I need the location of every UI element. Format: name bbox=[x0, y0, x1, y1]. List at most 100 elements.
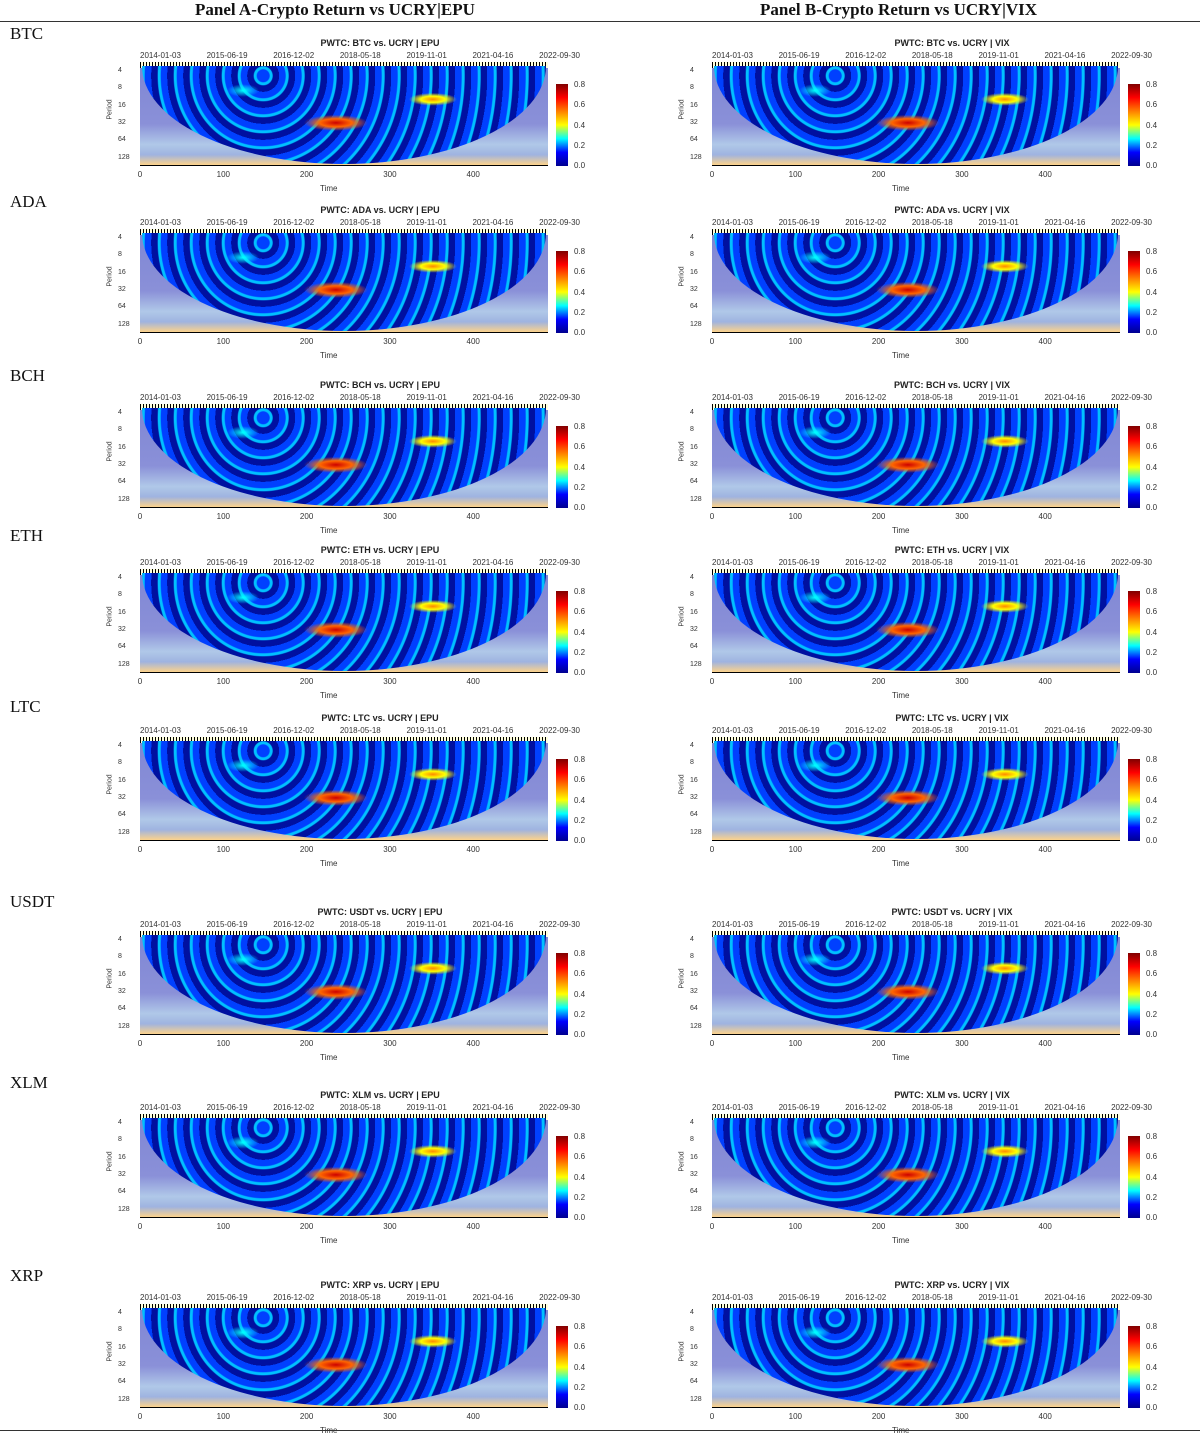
colorbar-tick: 0.6 bbox=[574, 1152, 586, 1162]
time-tick: 300 bbox=[383, 337, 397, 346]
x-label: Time bbox=[892, 859, 910, 868]
date-tick: 2022-09-30 bbox=[1111, 1293, 1152, 1302]
period-tick: 32 bbox=[690, 988, 698, 996]
y-label: Period bbox=[678, 968, 686, 989]
colorbar-ticks: 0.0 0.2 0.4 0.6 0.8 bbox=[1146, 1322, 1157, 1412]
colorbar-ticks: 0.0 0.2 0.4 0.6 0.8 bbox=[1146, 587, 1157, 677]
colorbar-tick: 0.8 bbox=[574, 422, 586, 431]
period-tick: 8 bbox=[118, 84, 122, 92]
period-tick: 64 bbox=[118, 1188, 126, 1196]
colorbar-tick: 0.6 bbox=[574, 1342, 586, 1352]
rug-marks bbox=[140, 1304, 548, 1310]
date-axis: 2014-01-03 2015-06-19 2016-12-02 2018-05-18… bbox=[712, 558, 1152, 567]
colorbar-tick: 0.4 bbox=[1146, 795, 1158, 805]
period-tick: 32 bbox=[690, 1361, 698, 1369]
colorbar-tick: 0.4 bbox=[1146, 120, 1158, 130]
x-label: Time bbox=[892, 691, 910, 700]
date-tick: 2015-06-19 bbox=[778, 51, 820, 60]
pwtc-plot-a: PWTC: ADA vs. UCRY | EPU 2014-01-03 2015-… bbox=[107, 205, 620, 365]
colorbar-tick: 0.4 bbox=[1146, 462, 1158, 472]
plot-title: PWTC: ADA vs. UCRY | EPU bbox=[320, 205, 440, 215]
period-tick: 128 bbox=[690, 828, 702, 836]
x-label: Time bbox=[320, 351, 338, 360]
period-tick: 64 bbox=[118, 1005, 126, 1013]
time-tick: 300 bbox=[383, 1412, 397, 1421]
colorbar-tick: 0.0 bbox=[1146, 836, 1158, 845]
time-tick: 100 bbox=[788, 337, 802, 346]
date-tick: 2014-01-03 bbox=[712, 920, 753, 929]
date-tick: 2014-01-03 bbox=[140, 920, 181, 929]
date-tick: 2022-09-30 bbox=[539, 558, 580, 567]
pwtc-plot-a: PWTC: ETH vs. UCRY | EPU 2014-01-03 2015-… bbox=[107, 545, 620, 705]
x-label: Time bbox=[892, 526, 910, 535]
date-tick: 2019-11-01 bbox=[978, 218, 1019, 227]
colorbar-tick: 0.4 bbox=[574, 795, 586, 805]
colorbar-tick: 0.2 bbox=[574, 140, 586, 150]
period-axis: 4 8 16 32 64 128 bbox=[118, 1114, 130, 1218]
rug-marks bbox=[140, 1114, 548, 1120]
colorbar-ticks: 0.0 0.2 0.4 0.6 0.8 bbox=[574, 1322, 585, 1412]
period-tick: 32 bbox=[118, 626, 126, 634]
colorbar bbox=[1128, 1326, 1140, 1408]
period-tick: 8 bbox=[690, 84, 694, 92]
period-tick: 128 bbox=[118, 495, 130, 503]
cone-of-influence bbox=[714, 1118, 1118, 1216]
date-tick: 2016-12-02 bbox=[845, 393, 887, 402]
colorbar-tick: 0.8 bbox=[1146, 1322, 1158, 1331]
time-tick: 0 bbox=[137, 1222, 143, 1231]
date-tick: 2014-01-03 bbox=[712, 218, 753, 227]
period-tick: 32 bbox=[118, 119, 126, 127]
colorbar-tick: 0.6 bbox=[1146, 1342, 1158, 1352]
bottom-rule bbox=[0, 1430, 1200, 1431]
period-tick: 16 bbox=[118, 1153, 126, 1161]
plot-title: PWTC: BTC vs. UCRY | VIX bbox=[894, 38, 1010, 48]
period-tick: 16 bbox=[690, 1153, 698, 1161]
time-tick: 400 bbox=[466, 1039, 480, 1048]
date-tick: 2014-01-03 bbox=[140, 51, 181, 60]
colorbar-tick: 0.2 bbox=[574, 1009, 586, 1019]
colorbar-tick: 0.2 bbox=[1146, 1382, 1158, 1392]
date-tick: 2016-12-02 bbox=[845, 1103, 887, 1112]
cone-of-influence bbox=[714, 233, 1118, 331]
date-tick: 2021-04-16 bbox=[1044, 558, 1086, 567]
date-tick: 2014-01-03 bbox=[712, 393, 753, 402]
period-axis: 4 8 16 32 64 128 bbox=[690, 229, 702, 333]
row-label-usdt: USDT bbox=[10, 892, 55, 911]
period-tick: 32 bbox=[690, 626, 698, 634]
colorbar-ticks: 0.0 0.2 0.4 0.6 0.8 bbox=[574, 755, 585, 845]
period-tick: 32 bbox=[690, 794, 698, 802]
colorbar-tick: 0.8 bbox=[1146, 587, 1158, 596]
colorbar-tick: 0.4 bbox=[574, 287, 586, 297]
period-tick: 128 bbox=[690, 153, 702, 161]
date-tick: 2015-06-19 bbox=[778, 558, 820, 567]
period-tick: 64 bbox=[690, 303, 698, 311]
colorbar bbox=[1128, 953, 1140, 1035]
date-tick: 2022-09-30 bbox=[539, 393, 580, 402]
heatmap-area bbox=[140, 1114, 548, 1218]
time-tick: 300 bbox=[955, 845, 969, 854]
colorbar-tick: 0.6 bbox=[574, 442, 586, 452]
y-label: Period bbox=[678, 266, 686, 287]
time-tick: 100 bbox=[216, 512, 230, 521]
date-tick: 2015-06-19 bbox=[206, 726, 248, 735]
date-tick: 2014-01-03 bbox=[140, 1293, 181, 1302]
date-tick: 2018-05-18 bbox=[911, 1103, 953, 1112]
date-axis: 2014-01-03 2015-06-19 2016-12-02 2018-05-18… bbox=[140, 51, 580, 60]
period-tick: 8 bbox=[118, 1326, 122, 1334]
date-tick: 2015-06-19 bbox=[778, 920, 820, 929]
rug-marks bbox=[712, 1114, 1120, 1120]
date-tick: 2022-09-30 bbox=[1111, 51, 1152, 60]
period-tick: 32 bbox=[118, 1171, 126, 1179]
colorbar-ticks: 0.0 0.2 0.4 0.6 0.8 bbox=[1146, 755, 1157, 845]
time-tick: 100 bbox=[788, 677, 802, 686]
date-tick: 2016-12-02 bbox=[273, 920, 315, 929]
colorbar-ticks: 0.0 0.2 0.4 0.6 0.8 bbox=[574, 247, 585, 337]
y-label: Period bbox=[678, 99, 686, 120]
date-tick: 2022-09-30 bbox=[539, 218, 580, 227]
period-axis: 4 8 16 32 64 128 bbox=[118, 931, 130, 1035]
heatmap-area bbox=[140, 569, 548, 673]
x-label: Time bbox=[320, 1236, 338, 1245]
colorbar-tick: 0.8 bbox=[574, 1322, 586, 1331]
time-tick: 200 bbox=[871, 512, 886, 521]
colorbar-tick: 0.4 bbox=[1146, 989, 1158, 999]
